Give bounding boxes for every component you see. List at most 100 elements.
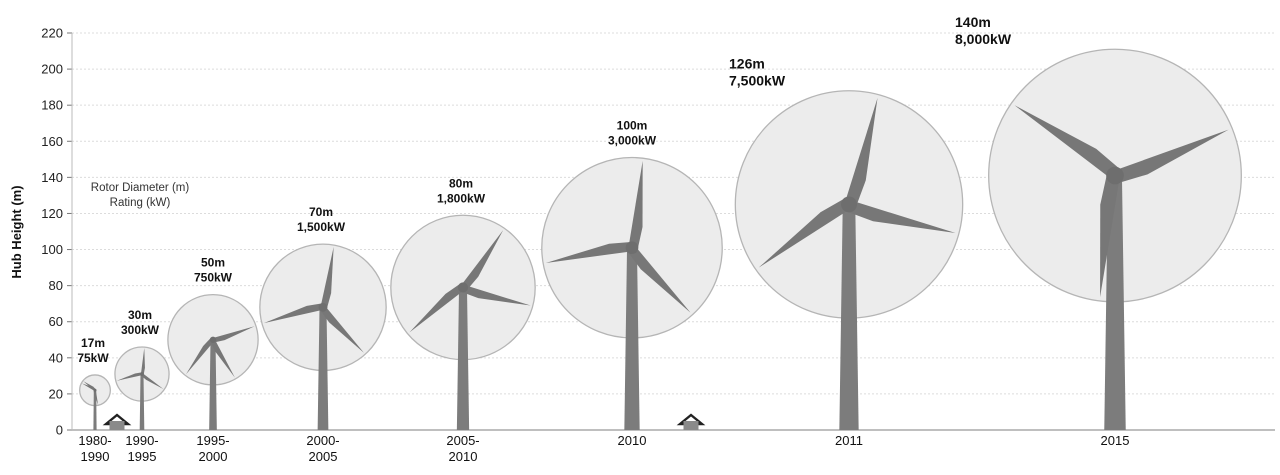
tower bbox=[209, 339, 217, 430]
rotor-diameter-label: 50m bbox=[201, 256, 225, 270]
blade bbox=[1014, 105, 1120, 180]
blade bbox=[758, 198, 852, 268]
nacelle bbox=[625, 241, 639, 255]
house-icons bbox=[102, 413, 706, 430]
x-category-label: 2000 bbox=[199, 449, 228, 464]
blade bbox=[1100, 174, 1120, 298]
rotor-diameter-label: 126m bbox=[729, 56, 765, 72]
y-tick-label: 220 bbox=[41, 26, 63, 41]
house-body bbox=[683, 421, 699, 430]
blade bbox=[263, 303, 324, 324]
x-category-label: 2010 bbox=[449, 449, 478, 464]
blade bbox=[140, 373, 164, 390]
blade bbox=[1113, 129, 1229, 184]
rating-label: 1,500kW bbox=[297, 220, 346, 234]
blade bbox=[628, 160, 643, 249]
blade bbox=[320, 246, 334, 309]
x-category-label: 2011 bbox=[835, 433, 863, 448]
y-tick-label: 200 bbox=[41, 62, 63, 77]
x-category-label: 2000- bbox=[306, 433, 339, 448]
legend-line: Rating (kW) bbox=[110, 197, 171, 209]
blade bbox=[212, 326, 255, 343]
y-tick-label: 0 bbox=[56, 423, 63, 438]
nacelle bbox=[93, 388, 97, 392]
nacelle bbox=[318, 302, 328, 312]
house-icon bbox=[676, 413, 706, 430]
tower bbox=[839, 204, 859, 430]
blade bbox=[460, 230, 504, 291]
x-category-label: 2005 bbox=[309, 449, 338, 464]
y-tick-label: 140 bbox=[41, 170, 63, 185]
x-category-label: 1995 bbox=[128, 449, 157, 464]
blade bbox=[844, 97, 878, 207]
tower bbox=[1104, 175, 1126, 430]
tower bbox=[317, 307, 329, 430]
rating-label: 3,000kW bbox=[608, 134, 657, 148]
x-category-label: 1980- bbox=[78, 433, 111, 448]
tower bbox=[624, 247, 640, 430]
rating-label: 300kW bbox=[121, 323, 160, 337]
x-category-label: 2010 bbox=[618, 433, 647, 448]
x-category-label: 2005- bbox=[446, 433, 479, 448]
house-icon bbox=[102, 413, 132, 430]
rating-label: 750kW bbox=[194, 271, 233, 285]
blade bbox=[140, 347, 145, 375]
tower bbox=[93, 390, 97, 430]
blade bbox=[93, 390, 99, 405]
rotor-diameter-label: 80m bbox=[449, 176, 473, 190]
y-tick-label: 120 bbox=[41, 206, 63, 221]
house-body bbox=[109, 421, 125, 430]
blade bbox=[210, 338, 235, 378]
rating-label: 1,800kW bbox=[437, 191, 486, 205]
nacelle bbox=[140, 372, 144, 376]
blade bbox=[186, 337, 215, 375]
tower bbox=[139, 374, 145, 430]
x-category-label: 1990 bbox=[81, 449, 110, 464]
rotor-diameter-label: 70m bbox=[309, 205, 333, 219]
rotor-diameter-label: 17m bbox=[81, 336, 105, 350]
legend-line: Rotor Diameter (m) bbox=[91, 182, 190, 194]
rotor-diameter-label: 30m bbox=[128, 308, 152, 322]
y-tick-label: 40 bbox=[49, 350, 63, 365]
blade bbox=[319, 305, 364, 353]
nacelle bbox=[209, 336, 217, 343]
y-tick-label: 20 bbox=[49, 386, 63, 401]
x-category-label: 2015 bbox=[1101, 433, 1130, 448]
blade bbox=[545, 241, 633, 263]
x-category-label: 1990- bbox=[125, 433, 158, 448]
y-tick-label: 100 bbox=[41, 242, 63, 257]
rotor-diameter-label: 100m bbox=[617, 119, 648, 133]
y-axis: 0 20 40 60 80 100 120 140 160 180 200 220 bbox=[41, 26, 73, 438]
nacelle bbox=[457, 282, 469, 293]
blade bbox=[461, 284, 531, 306]
tower bbox=[456, 287, 470, 430]
y-tick-label: 60 bbox=[49, 314, 63, 329]
blade bbox=[409, 283, 465, 333]
rating-label: 7,500kW bbox=[729, 73, 786, 89]
blade bbox=[847, 200, 956, 233]
rotor-diameter-label: 140m bbox=[955, 14, 991, 30]
y-tick-label: 160 bbox=[41, 134, 63, 149]
blade bbox=[627, 245, 691, 313]
nacelle bbox=[1106, 166, 1124, 185]
x-category-label: 1995- bbox=[196, 433, 229, 448]
rating-label: 8,000kW bbox=[955, 31, 1012, 47]
y-tick-label: 80 bbox=[49, 278, 63, 293]
blade bbox=[116, 372, 143, 381]
y-tick-label: 180 bbox=[41, 98, 63, 113]
blade bbox=[81, 383, 96, 391]
legend: Rotor Diameter (m) Rating (kW) bbox=[91, 182, 190, 209]
nacelle bbox=[841, 196, 857, 213]
y-axis-label: Hub Height (m) bbox=[9, 185, 24, 278]
rating-label: 75kW bbox=[77, 351, 109, 365]
